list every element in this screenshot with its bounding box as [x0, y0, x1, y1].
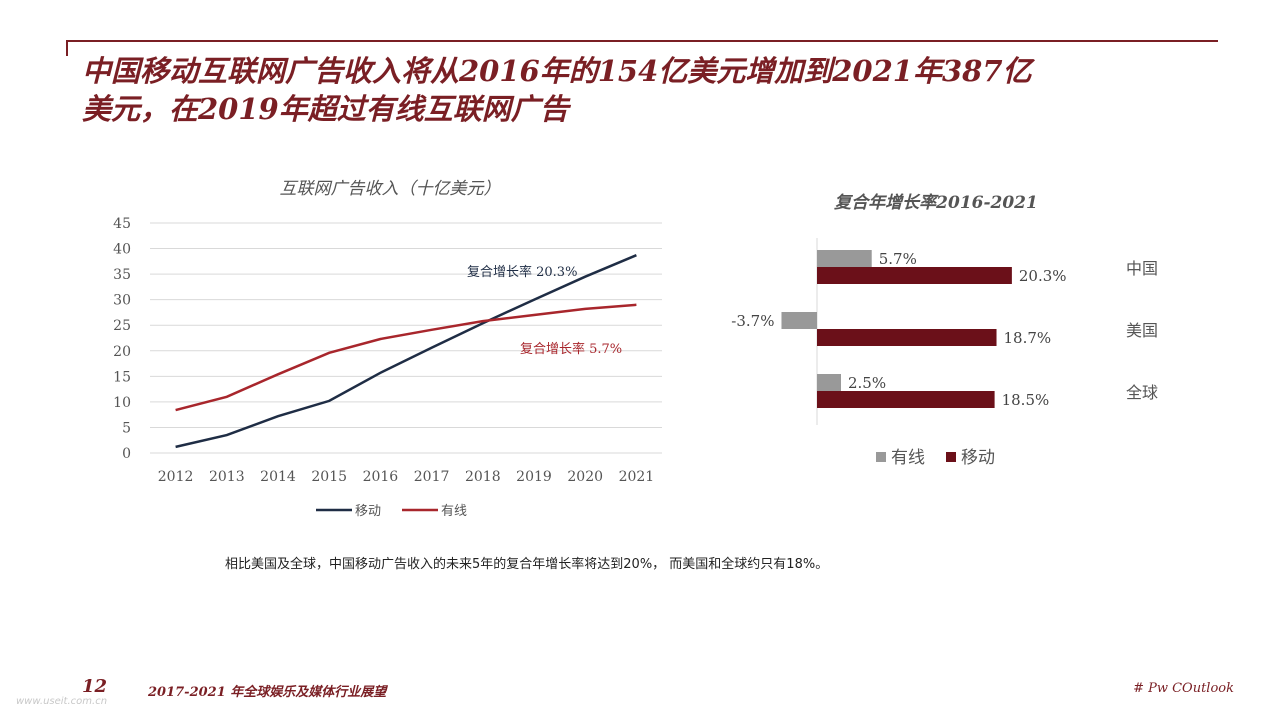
bar-data-label: 2.5%: [848, 374, 886, 392]
wired-cagr-annotation: 复合增长率 5.7%: [520, 341, 622, 357]
x-tick-label: 2019: [516, 469, 552, 485]
bar-chart: 复合年增长率2016-2021 5.7% 20.3% -3.7% 18.7% 2.5% 1…: [731, 193, 1158, 468]
y-tick-label: 45: [113, 216, 131, 232]
slide-title-line-2: 美元，在2019年超过有线互联网广告: [82, 92, 569, 126]
y-tick-label: 15: [113, 369, 131, 385]
slide-title-line-1: 中国移动互联网广告收入将从2016年的154亿美元增加到2021年387亿: [82, 54, 1032, 88]
bar-data-label: -3.7%: [731, 312, 774, 330]
bar-category-label: 中国: [1126, 259, 1158, 278]
y-tick-label: 0: [122, 446, 131, 462]
x-tick-label: 2012: [158, 469, 194, 485]
bar-0-0: [817, 250, 872, 267]
x-tick-label: 2013: [209, 469, 245, 485]
x-tick-label: 2018: [465, 469, 501, 485]
bar-chart-title: 复合年增长率2016-2021: [834, 193, 1038, 213]
x-tick-label: 2017: [414, 469, 450, 485]
footer-hashtag: # Pw COutlook: [1133, 681, 1234, 696]
y-tick-label: 10: [113, 395, 131, 411]
x-tick-label: 2016: [363, 469, 399, 485]
mobile-cagr-annotation: 复合增长率 20.3%: [467, 264, 577, 280]
title-frame-line: [66, 40, 1218, 42]
line-chart: 互联网广告收入（十亿美元） 0 5 10 15 20 25 30 35 40 45 2012 201…: [113, 179, 662, 519]
legend-label-mobile: 移动: [355, 504, 381, 519]
bar-data-label: 18.5%: [1002, 391, 1050, 409]
legend-label-wired: 有线: [441, 504, 467, 519]
series-line-0: [175, 254, 637, 449]
bar-category-label: 美国: [1126, 321, 1158, 340]
legend-swatch-mobile-bar: [946, 452, 956, 462]
x-tick-label: 2014: [260, 469, 296, 485]
footer-title: 2017-2021 年全球娱乐及媒体行业展望: [148, 685, 387, 700]
slide-title: 中国移动互联网广告收入将从2016年的154亿美元增加到2021年387亿 美元…: [82, 52, 1202, 128]
chart-note: 相比美国及全球，中国移动广告收入的未来5年的复合年增长率将达到20%， 而美国和…: [225, 557, 829, 572]
y-tick-label: 20: [113, 344, 131, 360]
watermark: www.useit.com.cn: [16, 696, 108, 707]
x-tick-label: 2020: [567, 469, 603, 485]
bar-category-label: 全球: [1126, 383, 1158, 402]
y-tick-label: 40: [113, 242, 131, 258]
bar-data-label: 18.7%: [1004, 329, 1052, 347]
y-tick-label: 35: [113, 267, 131, 283]
bar-0-1: [781, 312, 817, 329]
bar-1-1: [817, 329, 997, 346]
page-number: 12: [82, 676, 108, 697]
legend-label-wired-bar: 有线: [891, 448, 925, 468]
title-frame-tick: [66, 40, 68, 56]
y-tick-label: 25: [113, 318, 131, 334]
legend-label-mobile-bar: 移动: [961, 448, 995, 468]
x-tick-label: 2021: [619, 469, 655, 485]
line-chart-title: 互联网广告收入（十亿美元）: [280, 179, 501, 199]
bar-data-label: 5.7%: [879, 250, 917, 268]
y-tick-label: 30: [113, 293, 131, 309]
legend-swatch-wired-bar: [876, 452, 886, 462]
bar-1-0: [817, 267, 1012, 284]
y-tick-label: 5: [122, 420, 131, 436]
series-line-1: [175, 303, 637, 412]
x-tick-label: 2015: [311, 469, 347, 485]
bar-0-2: [817, 374, 841, 391]
bar-1-2: [817, 391, 995, 408]
bar-data-label: 20.3%: [1019, 267, 1067, 285]
